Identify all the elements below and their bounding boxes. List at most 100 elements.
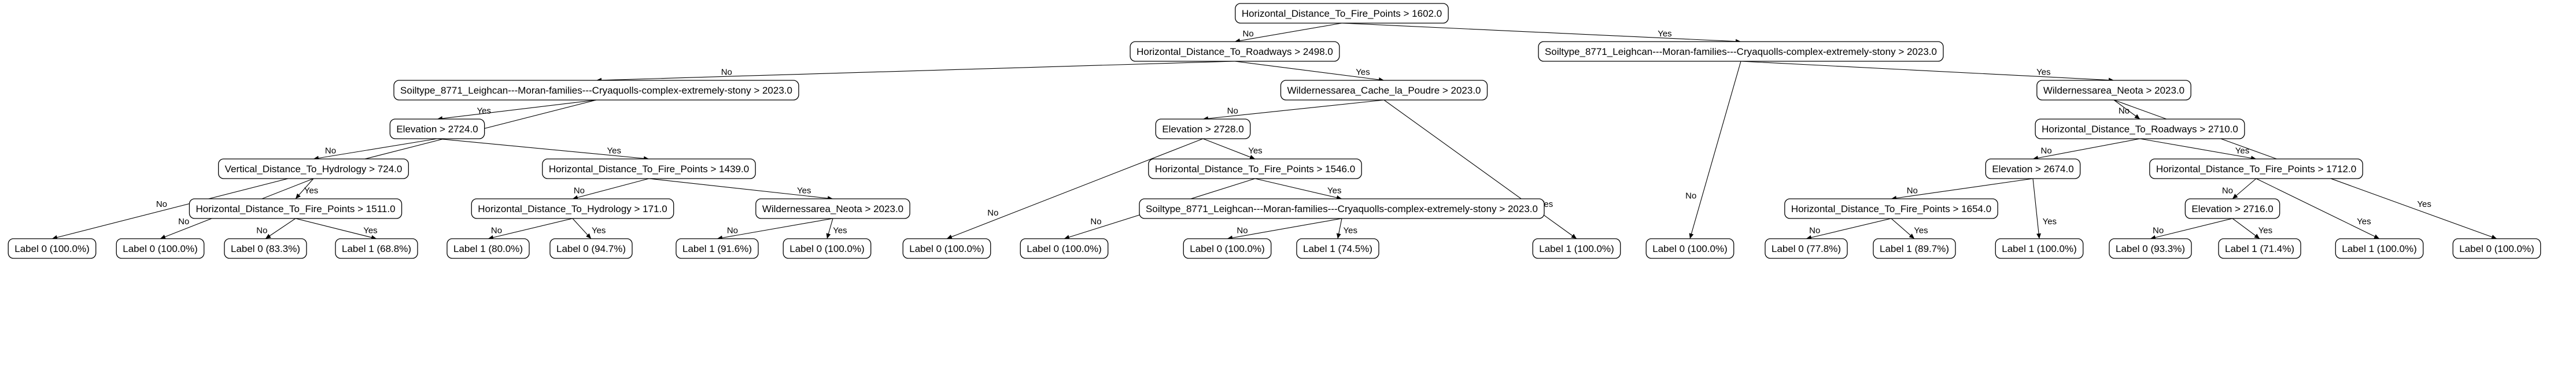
edge-label-no: No <box>1243 29 1254 39</box>
node-box <box>1532 238 1621 259</box>
split-condition: Elevation > 2724.0 <box>396 124 478 135</box>
node-box <box>1873 238 1956 259</box>
node-box <box>389 118 485 139</box>
edge-label-no: No <box>987 208 998 218</box>
decision-node: Soiltype_8771_Leighcan---Moran-families-… <box>1139 198 1545 219</box>
leaf-label: Label 0 (100.0%) <box>909 243 984 254</box>
node-box <box>1765 238 1848 259</box>
leaf-label: Label 1 (100.0%) <box>1539 243 1614 254</box>
node-box <box>1995 238 2084 259</box>
split-condition: Soiltype_8771_Leighcan---Moran-families-… <box>1146 203 1538 214</box>
split-condition: Horizontal_Distance_To_Fire_Points > 143… <box>549 164 749 175</box>
node-box <box>1538 41 1944 62</box>
decision-node: Horizontal_Distance_To_Fire_Points > 165… <box>1784 198 1998 219</box>
node-box <box>1148 158 1362 179</box>
edge-yes <box>295 218 377 240</box>
leaf-node: Label 1 (74.5%) <box>1296 238 1379 259</box>
node-box <box>393 80 799 101</box>
edge-label-yes: Yes <box>477 106 491 116</box>
edge-no <box>2232 178 2257 199</box>
edge-label-yes: Yes <box>2357 217 2371 227</box>
leaf-label: Label 0 (100.0%) <box>1652 243 1727 254</box>
edge-no <box>946 138 1204 239</box>
edge-no <box>1689 61 1741 239</box>
edge-yes <box>1383 99 1577 239</box>
decision-node: Horizontal_Distance_To_Fire_Points > 143… <box>542 158 756 179</box>
leaf-node: Label 1 (71.4%) <box>2218 238 2301 259</box>
node-box <box>1784 198 1998 219</box>
decision-node: Elevation > 2716.0 <box>2184 198 2280 219</box>
edge-label-yes: Yes <box>607 146 621 155</box>
edge-label-no: No <box>2119 106 2130 116</box>
node-box <box>2452 238 2541 259</box>
node-box <box>542 158 756 179</box>
split-condition: Soiltype_8771_Leighcan---Moran-families-… <box>1545 46 1937 57</box>
node-box <box>1296 238 1379 259</box>
leaf-label: Label 1 (74.5%) <box>1303 243 1372 254</box>
decision-node: Wildernessarea_Neota > 2023.0 <box>2036 80 2191 101</box>
node-box <box>1020 238 1109 259</box>
leaf-node: Label 0 (83.3%) <box>224 238 307 259</box>
leaf-node: Label 0 (77.8%) <box>1765 238 1848 259</box>
edge-label-yes: Yes <box>1356 68 1370 77</box>
decision-node: Horizontal_Distance_To_Fire_Points > 154… <box>1148 158 1362 179</box>
edge-label-no: No <box>1090 217 1101 227</box>
node-box <box>2184 198 2280 219</box>
node-box <box>1155 118 1251 139</box>
node-box <box>2149 158 2363 179</box>
node-box <box>755 198 910 219</box>
node-box <box>1645 238 1734 259</box>
node-box <box>676 238 759 259</box>
leaf-node: Label 1 (100.0%) <box>1532 238 1621 259</box>
decision-node: Horizontal_Distance_To_Hydrology > 171.0 <box>471 198 674 219</box>
node-box <box>783 238 872 259</box>
leaf-node: Label 1 (68.8%) <box>335 238 418 259</box>
split-condition: Horizontal_Distance_To_Fire_Points > 165… <box>1791 203 1991 214</box>
edge-label-yes: Yes <box>833 225 847 235</box>
edge-no <box>1234 23 1342 43</box>
node-box <box>2218 238 2301 259</box>
decision-node: Wildernessarea_Neota > 2023.0 <box>755 198 910 219</box>
leaf-label: Label 1 (68.8%) <box>342 243 411 254</box>
leaf-label: Label 0 (100.0%) <box>1190 243 1264 254</box>
edge-label-no: No <box>2222 186 2233 195</box>
node-box <box>189 198 403 219</box>
node-box <box>218 158 409 179</box>
leaf-label: Label 1 (100.0%) <box>2342 243 2416 254</box>
edge-label-yes: Yes <box>2043 217 2057 227</box>
leaf-node: Label 0 (100.0%) <box>116 238 205 259</box>
leaf-node: Label 0 (94.7%) <box>549 238 633 259</box>
split-condition: Horizontal_Distance_To_Roadways > 2710.0 <box>2042 124 2238 135</box>
edge-yes <box>826 218 833 239</box>
leaf-node: Label 1 (89.7%) <box>1873 238 1956 259</box>
edge-no <box>488 218 573 240</box>
decision-node: Vertical_Distance_To_Hydrology > 724.0 <box>218 158 409 179</box>
node-box <box>549 238 633 259</box>
leaf-label: Label 0 (100.0%) <box>1027 243 1101 254</box>
edge-yes <box>437 138 649 161</box>
leaf-node: Label 0 (100.0%) <box>783 238 872 259</box>
leaf-label: Label 1 (71.4%) <box>2225 243 2294 254</box>
edge-label-no: No <box>256 225 267 235</box>
leaf-label: Label 0 (94.7%) <box>556 243 626 254</box>
edge-label-no: No <box>325 146 336 155</box>
decision-node: Horizontal_Distance_To_Fire_Points > 151… <box>189 198 403 219</box>
split-condition: Horizontal_Distance_To_Hydrology > 171.0 <box>478 203 667 214</box>
edge-label-no: No <box>721 68 732 77</box>
split-condition: Vertical_Distance_To_Hydrology > 724.0 <box>225 164 403 175</box>
leaf-node: Label 1 (100.0%) <box>2335 238 2424 259</box>
nodes-layer: Horizontal_Distance_To_Fire_Points > 160… <box>8 3 2541 259</box>
node-box <box>116 238 205 259</box>
leaf-node: Label 0 (100.0%) <box>902 238 991 259</box>
edge-label-no: No <box>491 225 502 235</box>
decision-node: Horizontal_Distance_To_Roadways > 2710.0 <box>2035 118 2245 139</box>
edge-yes <box>2232 218 2260 239</box>
node-box <box>224 238 307 259</box>
node-box <box>446 238 530 259</box>
edge-label-yes: Yes <box>2036 68 2050 77</box>
edge-label-no: No <box>1809 225 1820 235</box>
split-condition: Horizontal_Distance_To_Fire_Points > 160… <box>1242 8 1442 19</box>
edge-label-yes: Yes <box>2417 199 2431 209</box>
edge-label-no: No <box>1685 191 1696 201</box>
edge-label-no: No <box>574 186 585 195</box>
